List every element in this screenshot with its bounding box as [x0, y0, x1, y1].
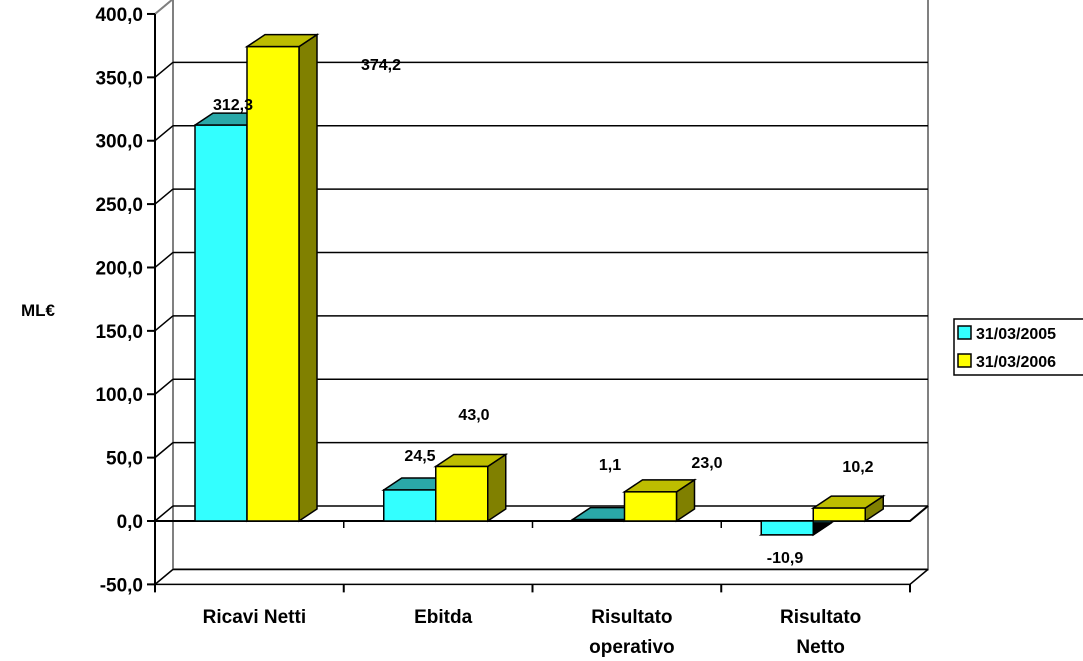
y-tick-label: 200,0	[95, 258, 143, 279]
bar-2	[812, 507, 866, 522]
bar-1	[760, 520, 814, 536]
bar-1	[383, 489, 437, 522]
gridline-depth	[154, 442, 174, 459]
x-category-label: Netto	[796, 637, 845, 658]
bar-2	[246, 45, 300, 522]
y-tick-label: 150,0	[95, 322, 143, 343]
legend-label: 31/03/2005	[976, 326, 1056, 343]
x-category-label: Ebitda	[414, 607, 472, 628]
data-label: 312,3	[213, 97, 253, 114]
bar-1	[571, 518, 626, 522]
gridline-depth	[154, 61, 174, 78]
gridline-depth	[154, 125, 174, 142]
x-category-label: operativo	[589, 637, 675, 658]
data-label: 10,2	[842, 459, 873, 476]
y-axis-title: ML€	[21, 301, 56, 320]
floor-edge	[155, 568, 929, 586]
gridline-depth	[154, 568, 174, 585]
y-tick-label: 250,0	[95, 195, 143, 216]
y-tick-label: 50,0	[106, 449, 143, 470]
y-tick-label: 0,0	[117, 512, 143, 533]
y-tick-label: -50,0	[100, 575, 143, 596]
x-category-label: Risultato	[591, 607, 672, 628]
data-label: 24,5	[404, 448, 435, 465]
side-wall-edge	[154, 0, 174, 15]
legend-label: 31/03/2006	[976, 354, 1056, 371]
gridline-depth	[154, 188, 174, 205]
gridline-depth	[154, 315, 174, 332]
bar-2-side	[298, 33, 318, 523]
gridline-depth	[154, 378, 174, 395]
y-tick-label: 100,0	[95, 385, 143, 406]
y-tick-label: 400,0	[95, 5, 143, 26]
data-label: -10,9	[767, 550, 804, 567]
data-label: 43,0	[458, 407, 489, 424]
gridline-depth	[154, 251, 174, 269]
bar-1	[194, 124, 248, 522]
legend-swatch	[957, 353, 972, 368]
x-category-label: Ricavi Netti	[203, 607, 306, 628]
legend-box	[953, 318, 1083, 376]
data-label: 23,0	[691, 455, 722, 472]
data-label: 374,2	[361, 57, 401, 74]
gridline-depth	[154, 505, 174, 522]
x-category-label: Risultato	[780, 607, 861, 628]
data-label: 1,1	[599, 457, 621, 474]
legend-swatch	[957, 325, 972, 340]
y-tick-label: 350,0	[95, 68, 143, 89]
bar-2	[623, 491, 678, 522]
y-tick-label: 300,0	[95, 132, 143, 153]
bar-2	[435, 465, 489, 522]
